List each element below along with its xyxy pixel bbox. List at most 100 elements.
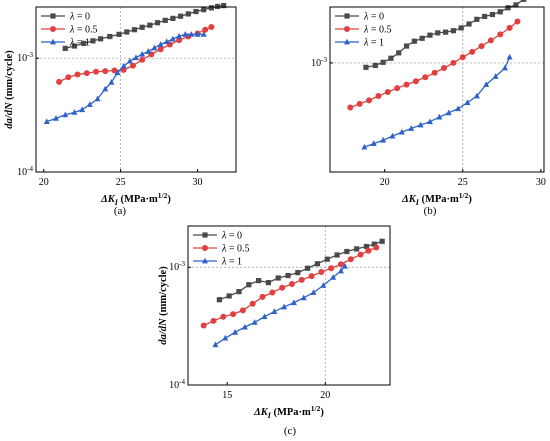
data-point	[473, 92, 480, 99]
x-axis-label: ΔKI (MPa·m1/2)	[401, 191, 472, 207]
data-point	[337, 267, 344, 274]
data-point	[337, 261, 344, 268]
data-point	[357, 251, 364, 258]
data-point	[320, 282, 327, 288]
data-point	[157, 46, 164, 53]
data-point	[259, 293, 266, 300]
legend-marker	[202, 245, 208, 251]
x-tick-label: 20	[380, 177, 390, 188]
data-point	[505, 5, 511, 11]
data-point	[344, 248, 350, 255]
data-point	[458, 25, 464, 31]
data-point	[74, 71, 81, 78]
data-point	[450, 28, 457, 34]
data-point	[120, 62, 127, 69]
x-tick-label: 30	[536, 177, 546, 188]
data-point	[288, 281, 295, 288]
data-point	[62, 111, 69, 118]
data-point	[170, 15, 176, 21]
data-point	[412, 78, 419, 85]
y-tick-label: 10-3	[169, 260, 185, 273]
series-line	[364, 56, 511, 148]
data-point	[408, 125, 415, 131]
data-point	[241, 323, 248, 330]
data-point	[380, 59, 386, 65]
data-point	[176, 32, 183, 39]
data-point	[216, 297, 222, 303]
data-point	[139, 24, 145, 30]
data-point	[200, 322, 207, 329]
data-point	[53, 115, 59, 121]
data-point	[354, 246, 360, 252]
data-point	[285, 272, 291, 279]
panel-caption: (c)	[284, 425, 297, 437]
data-point	[202, 26, 209, 33]
x-tick-label: 20	[320, 390, 330, 401]
data-point	[371, 241, 377, 247]
data-point	[347, 256, 354, 263]
chart-panel-1: 20 25 30 10-4 10-3 ΔKI (MPa·m1/2) da/dN (mm/cy…	[4, 2, 237, 217]
data-point	[373, 244, 380, 251]
data-point	[102, 68, 109, 75]
legend-label: λ = 0	[363, 12, 384, 23]
legend: λ = 0 λ = 0.5 λ = 1	[41, 12, 97, 49]
data-point	[417, 121, 424, 128]
data-point	[275, 275, 281, 281]
data-point	[506, 53, 513, 60]
data-point	[71, 43, 78, 49]
data-point	[450, 59, 457, 66]
data-point	[356, 100, 363, 107]
data-point	[111, 67, 118, 74]
data-point	[261, 313, 268, 320]
data-point	[256, 277, 262, 284]
data-point	[380, 136, 387, 143]
data-point	[514, 18, 521, 25]
series-2	[347, 18, 521, 111]
data-point	[492, 73, 499, 79]
data-point	[214, 3, 221, 10]
data-point	[279, 284, 286, 291]
data-point	[501, 64, 508, 71]
data-point	[81, 40, 87, 46]
legend-marker	[344, 13, 350, 19]
data-point	[271, 308, 278, 314]
data-point	[139, 56, 146, 63]
data-point	[176, 37, 183, 44]
data-point	[411, 38, 417, 44]
data-point	[328, 265, 335, 272]
data-point	[314, 261, 321, 267]
data-point	[372, 62, 378, 69]
legend: λ = 0 λ = 0.5 λ = 1	[335, 12, 391, 49]
data-point	[334, 252, 340, 258]
data-point	[298, 276, 305, 283]
y-tick-label: 10-3	[17, 51, 33, 64]
plot-frame	[329, 6, 545, 173]
data-point	[441, 64, 448, 71]
data-point	[139, 50, 146, 57]
series-3	[43, 31, 207, 125]
data-point	[300, 294, 307, 301]
data-point	[506, 24, 513, 31]
legend-marker	[50, 38, 56, 45]
data-point	[126, 57, 133, 64]
data-point	[419, 35, 425, 41]
data-point	[185, 11, 191, 17]
data-point	[145, 48, 152, 54]
data-point	[129, 62, 136, 69]
data-point	[290, 299, 297, 306]
data-point	[422, 74, 429, 81]
series-2	[200, 244, 380, 329]
data-point	[246, 282, 252, 288]
data-point	[464, 99, 471, 106]
x-tick-label: 20	[39, 177, 49, 188]
data-point	[94, 95, 101, 102]
y-axis-label: da/dN (mm/cycle)	[158, 266, 169, 345]
data-point	[469, 48, 476, 55]
legend-label: λ = 1	[69, 38, 90, 49]
data-point	[102, 85, 109, 92]
data-point	[361, 143, 368, 150]
data-point	[151, 44, 158, 51]
data-point	[83, 70, 90, 77]
data-point	[249, 300, 256, 307]
